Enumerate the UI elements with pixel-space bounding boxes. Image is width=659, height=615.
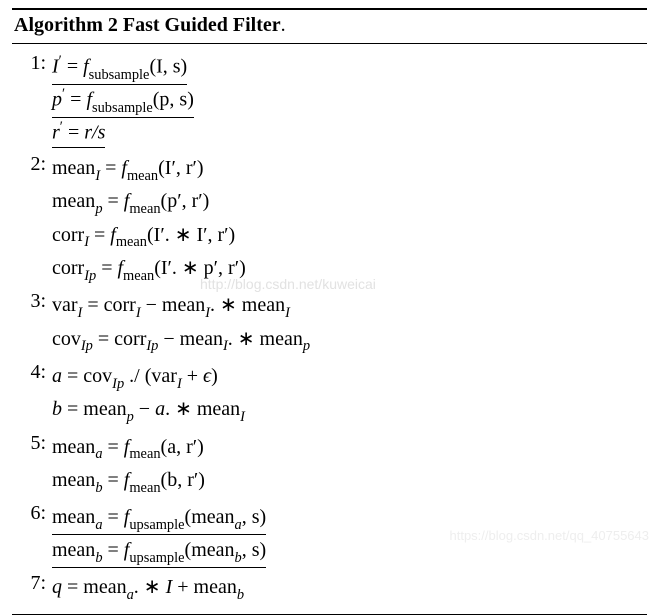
- eq-line: b = meanp − a. ∗ meanI: [52, 394, 647, 427]
- eq-line: meanp = fmean(p′, r′): [52, 186, 647, 219]
- step-number: 7:: [12, 572, 52, 595]
- step-number: 2:: [12, 153, 52, 176]
- eq-line: a = covIp ./ (varI + ϵ): [52, 361, 647, 394]
- bottom-rule: [12, 614, 647, 615]
- eq-line: meanb = fupsample(meanb, s): [52, 538, 266, 568]
- eq-line: covIp = corrIp − meanI. ∗ meanp: [52, 324, 647, 357]
- step-number: 3:: [12, 290, 52, 313]
- step-number: 6:: [12, 502, 52, 525]
- eq-line: meanI = fmean(I′, r′): [52, 153, 647, 186]
- step-1: 1: I′ = fsubsample(I, s) p′ = fsubsample…: [12, 50, 647, 151]
- title-prefix: Algorithm 2: [14, 14, 118, 36]
- title-name: Fast Guided Filter: [123, 14, 281, 36]
- eq-line: I′ = fsubsample(I, s): [52, 52, 187, 85]
- step-2: 2: meanI = fmean(I′, r′) meanp = fmean(p…: [12, 151, 647, 288]
- title-suffix: .: [281, 14, 286, 36]
- step-body: I′ = fsubsample(I, s) p′ = fsubsample(p,…: [52, 52, 647, 149]
- step-body: a = covIp ./ (varI + ϵ) b = meanp − a. ∗…: [52, 361, 647, 428]
- step-number: 1:: [12, 52, 52, 75]
- eq-line: varI = corrI − meanI. ∗ meanI: [52, 290, 647, 323]
- eq-line: corrIp = fmean(I′. ∗ p′, r′): [52, 253, 647, 286]
- eq-line: corrI = fmean(I′. ∗ I′, r′): [52, 220, 647, 253]
- step-body: q = meana. ∗ I + meanb: [52, 572, 647, 605]
- step-body: meana = fupsample(meana, s) meanb = fups…: [52, 502, 647, 568]
- step-number: 5:: [12, 432, 52, 455]
- eq-line: r′ = r/s: [52, 118, 105, 148]
- algorithm-title: Algorithm 2 Fast Guided Filter.: [12, 10, 647, 43]
- step-body: varI = corrI − meanI. ∗ meanI covIp = co…: [52, 290, 647, 357]
- algorithm-steps: 1: I′ = fsubsample(I, s) p′ = fsubsample…: [12, 44, 647, 614]
- step-body: meanI = fmean(I′, r′) meanp = fmean(p′, …: [52, 153, 647, 286]
- eq-line: meana = fupsample(meana, s): [52, 505, 266, 535]
- step-body: meana = fmean(a, r′) meanb = fmean(b, r′…: [52, 432, 647, 499]
- eq-line: q = meana. ∗ I + meanb: [52, 572, 647, 605]
- step-5: 5: meana = fmean(a, r′) meanb = fmean(b,…: [12, 430, 647, 501]
- step-7: 7: q = meana. ∗ I + meanb: [12, 570, 647, 607]
- step-4: 4: a = covIp ./ (varI + ϵ) b = meanp − a…: [12, 359, 647, 430]
- eq-line: meana = fmean(a, r′): [52, 432, 647, 465]
- eq-line: meanb = fmean(b, r′): [52, 465, 647, 498]
- step-6: 6: meana = fupsample(meana, s) meanb = f…: [12, 500, 647, 570]
- eq-line: p′ = fsubsample(p, s): [52, 85, 194, 118]
- step-3: 3: varI = corrI − meanI. ∗ meanI covIp =…: [12, 288, 647, 359]
- algorithm-block: Algorithm 2 Fast Guided Filter. 1: I′ = …: [12, 8, 647, 615]
- step-number: 4:: [12, 361, 52, 384]
